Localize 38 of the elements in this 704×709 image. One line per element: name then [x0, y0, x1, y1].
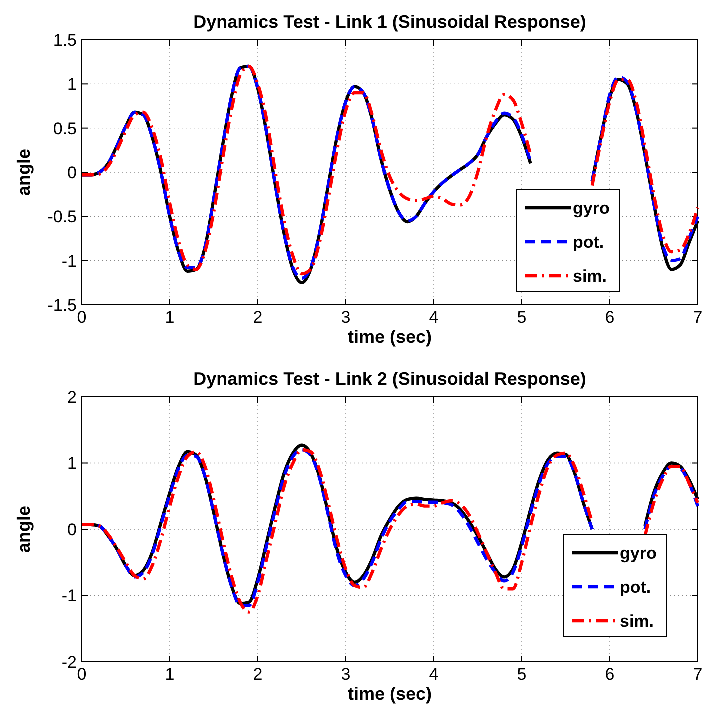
y-tick-label: -1.5 [48, 296, 77, 315]
legend-label: sim. [620, 612, 654, 631]
y-axis-title: angle [14, 148, 34, 196]
chart-title: Dynamics Test - Link 1 (Sinusoidal Response) [194, 12, 586, 32]
chart-title: Dynamics Test - Link 2 (Sinusoidal Response) [194, 369, 586, 389]
y-tick-label: -2 [62, 652, 77, 672]
legend-label: gyro [620, 544, 657, 563]
x-tick-label: 4 [429, 665, 439, 684]
legend-label: sim. [573, 266, 608, 286]
legend-label: gyro [573, 198, 610, 218]
y-tick-label: -1 [62, 252, 77, 271]
x-tick-label: 7 [693, 665, 703, 684]
y-tick-label: 1 [68, 75, 77, 94]
x-tick-label: 6 [605, 308, 615, 327]
x-axis-title: time (sec) [348, 684, 432, 704]
legend-label: pot. [620, 578, 652, 597]
x-tick-label: 5 [517, 665, 527, 684]
x-tick-label: 1 [165, 665, 175, 684]
x-tick-label: 2 [253, 308, 263, 327]
y-tick-label: -1 [62, 586, 77, 606]
x-tick-label: 1 [165, 308, 175, 327]
y-tick-label: 0 [68, 520, 77, 540]
y-tick-label: 1.5 [53, 30, 77, 50]
x-tick-label: 3 [341, 665, 351, 684]
x-tick-label: 2 [253, 665, 263, 684]
y-tick-label: 2 [68, 388, 77, 407]
y-axis-title: angle [14, 506, 34, 554]
y-tick-label: 1 [68, 454, 77, 474]
y-tick-label: 0 [68, 163, 77, 182]
x-tick-label: 5 [517, 308, 527, 327]
y-tick-label: 0.5 [53, 119, 77, 138]
x-tick-label: 4 [429, 308, 439, 327]
x-tick-label: 6 [605, 665, 615, 684]
x-axis-title: time (sec) [348, 327, 432, 347]
x-tick-label: 3 [341, 308, 351, 327]
y-tick-label: -0.5 [48, 208, 77, 227]
x-tick-label: 7 [693, 308, 703, 327]
legend-label: pot. [573, 232, 604, 252]
